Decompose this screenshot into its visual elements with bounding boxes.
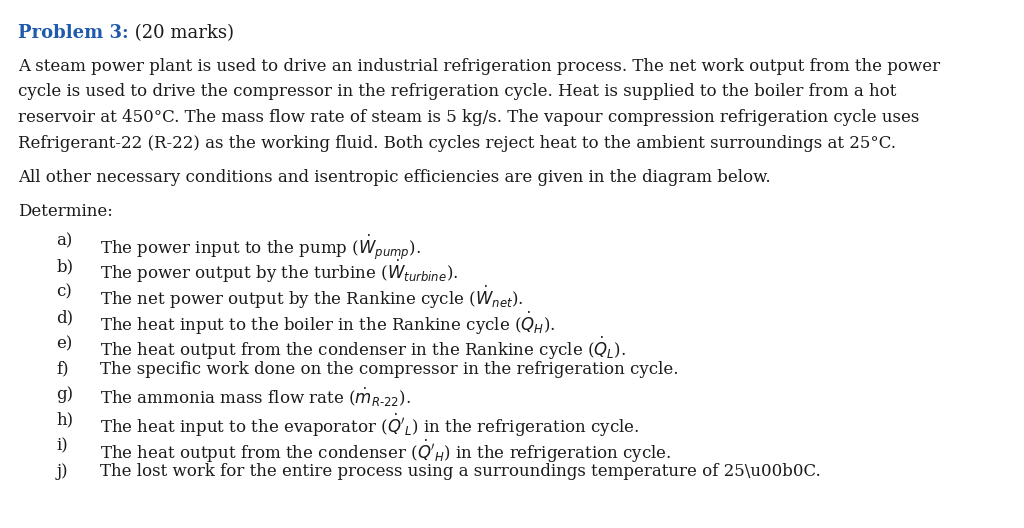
Text: Refrigerant-22 (R-22) as the working fluid. Both cycles reject heat to the ambie: Refrigerant-22 (R-22) as the working flu…	[18, 135, 896, 152]
Text: All other necessary conditions and isentropic efficiencies are given in the diag: All other necessary conditions and isent…	[18, 169, 771, 186]
Text: j): j)	[56, 463, 68, 480]
Text: e): e)	[56, 335, 73, 352]
Text: h): h)	[56, 412, 74, 429]
Text: The heat output from the condenser in the Rankine cycle ($\mathit{\dot{Q}}_L$).: The heat output from the condenser in th…	[100, 335, 627, 362]
Text: a): a)	[56, 232, 73, 250]
Text: Determine:: Determine:	[18, 203, 114, 220]
Text: The heat input to the evaporator ($\mathit{\dot{Q}}'_L$) in the refrigeration cy: The heat input to the evaporator ($\math…	[100, 412, 640, 439]
Text: Problem 3:: Problem 3:	[18, 24, 129, 42]
Text: The heat output from the condenser ($\mathit{\dot{Q}}'_H$) in the refrigeration : The heat output from the condenser ($\ma…	[100, 437, 672, 465]
Text: The power input to the pump ($\mathit{\dot{W}}_{pump}$).: The power input to the pump ($\mathit{\d…	[100, 232, 422, 262]
Text: (20 marks): (20 marks)	[129, 24, 234, 42]
Text: The power output by the turbine ($\mathit{\dot{W}}_{turbine}$).: The power output by the turbine ($\mathi…	[100, 258, 459, 285]
Text: The ammonia mass flow rate ($\mathit{\dot{m}}_{R\text{-}22}$).: The ammonia mass flow rate ($\mathit{\do…	[100, 386, 412, 409]
Text: The lost work for the entire process using a surroundings temperature of 25\u00b: The lost work for the entire process usi…	[100, 463, 821, 480]
Text: A steam power plant is used to drive an industrial refrigeration process. The ne: A steam power plant is used to drive an …	[18, 58, 941, 75]
Text: cycle is used to drive the compressor in the refrigeration cycle. Heat is suppli: cycle is used to drive the compressor in…	[18, 83, 897, 100]
Text: The heat input to the boiler in the Rankine cycle ($\mathit{\dot{Q}}_H$).: The heat input to the boiler in the Rank…	[100, 309, 556, 336]
Text: d): d)	[56, 309, 74, 326]
Text: g): g)	[56, 386, 74, 403]
Text: c): c)	[56, 284, 73, 301]
Text: b): b)	[56, 258, 74, 275]
Text: The specific work done on the compressor in the refrigeration cycle.: The specific work done on the compressor…	[100, 361, 679, 378]
Text: The net power output by the Rankine cycle ($\mathit{\dot{W}}_{net}$).: The net power output by the Rankine cycl…	[100, 284, 524, 311]
Text: f): f)	[56, 361, 69, 378]
Text: i): i)	[56, 437, 68, 455]
Text: reservoir at 450°C. The mass flow rate of steam is 5 kg/s. The vapour compressio: reservoir at 450°C. The mass flow rate o…	[18, 109, 920, 126]
